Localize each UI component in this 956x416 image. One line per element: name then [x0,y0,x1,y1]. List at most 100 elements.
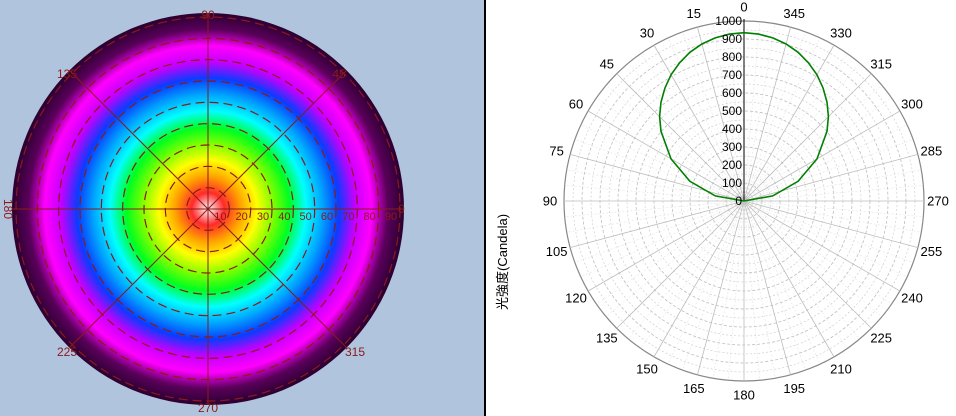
radial-tick-label: 50 [300,211,312,223]
grid-spoke [743,200,848,349]
grid-spoke [728,200,745,381]
radial-tick-label: 90 [385,211,397,223]
polar-labels: 0100200300400500600700800900100001530456… [543,0,949,403]
angle-label: 90 [201,8,215,22]
radial-tick-label: 300 [722,140,742,154]
radial-tick-label: 10 [214,211,226,223]
radial-tick-label: 1000 [715,14,742,28]
angle-label: 225 [870,331,892,346]
grid-spoke [697,27,745,202]
grid-spoke [743,154,918,202]
grid-spoke [653,44,745,202]
grid-spoke [207,208,347,348]
radial-tick-label: 20 [236,211,248,223]
angle-label: 270 [927,194,949,209]
grid-spoke [743,200,883,317]
grid-spoke [653,200,745,358]
grid-spoke [712,23,745,202]
grid-spoke [566,200,745,233]
grid-spoke [667,200,745,365]
grid-spoke [743,200,918,248]
grid-spoke [743,124,908,202]
radial-tick-label: 30 [257,211,269,223]
grid-spoke [743,37,821,202]
grid-spoke [616,73,745,202]
radial-tick-label: 700 [722,68,742,82]
angle-label: 195 [783,381,805,396]
radial-tick-label: 800 [722,50,742,64]
radial-tick-label: 600 [722,86,742,100]
grid-spoke [605,85,745,202]
grid-spoke [570,154,745,202]
angle-label: 135 [596,331,618,346]
grid-spoke [743,97,892,202]
false-color-labels: 90 135 45 180 0 225 315 270 10 20 30 40 50 60 70 80 90 [1,8,405,415]
angle-label: 30 [640,26,654,41]
angle-label: 75 [549,143,563,158]
grid-spoke [743,200,791,375]
angle-label: 330 [830,26,852,41]
angle-label: 210 [830,362,852,377]
grid-spoke [743,27,791,202]
grid-spoke [564,200,745,217]
grid-spoke [743,23,776,202]
angle-label: 60 [569,97,583,112]
angle-label: 285 [921,143,943,158]
grid-spoke [743,200,872,329]
angle-label: 345 [783,6,805,21]
angle-label: 315 [345,345,365,359]
angle-label: 0 [740,0,747,15]
angle-label: 270 [198,401,218,415]
grid-spoke [596,97,745,202]
grid-spoke [628,62,745,202]
radial-tick-label: 60 [321,211,333,223]
angle-label: 15 [687,6,701,21]
grid-spoke [743,200,908,278]
y-axis-label: 光強度(Candela) [492,214,511,310]
grid-spoke [743,139,914,202]
false-color-polar-map: 90 135 45 180 0 225 315 270 10 20 30 40 50 60 70 80 90 [1,8,405,415]
angle-label: 180 [1,199,15,219]
grid-spoke [574,200,745,263]
grid-spoke [743,21,760,202]
angle-label: 90 [543,194,557,209]
angle-label: 150 [636,362,658,377]
angle-label: 0 [398,202,405,216]
panel-divider [484,0,486,416]
radial-tick-label: 400 [722,122,742,136]
angle-label: 315 [870,56,892,71]
grid-spoke [69,208,209,348]
grid-spoke [580,124,745,202]
radial-tick-label: 0 [735,194,742,208]
grid-spoke [743,200,860,340]
grid-spoke [682,200,745,371]
grid-spoke [743,44,835,202]
grid-spoke [743,200,760,381]
grid-spoke [628,200,745,340]
radial-tick-label: 200 [722,158,742,172]
grid-spoke [743,110,901,202]
grid-spoke [743,200,821,365]
grid-spoke [667,37,745,202]
radial-tick-label: 40 [278,211,290,223]
grid-spoke [743,200,924,217]
angle-label: 105 [546,244,568,259]
angle-label: 300 [901,97,923,112]
grid-spoke [697,200,745,375]
angle-label: 165 [683,381,705,396]
radial-tick-label: 900 [722,32,742,46]
grid-spoke [605,200,745,317]
grid-spoke [743,200,835,358]
grid-spoke [743,53,848,202]
radial-tick-label: 500 [722,104,742,118]
false-color-grid [12,13,404,405]
grid-spoke [587,200,745,292]
grid-spoke [743,200,776,379]
grid-spoke [743,185,924,202]
grid-spoke [640,200,745,349]
angle-label: 135 [57,67,77,81]
grid-spoke [570,200,745,248]
angle-label: 45 [600,56,614,71]
grid-spoke [712,200,745,379]
